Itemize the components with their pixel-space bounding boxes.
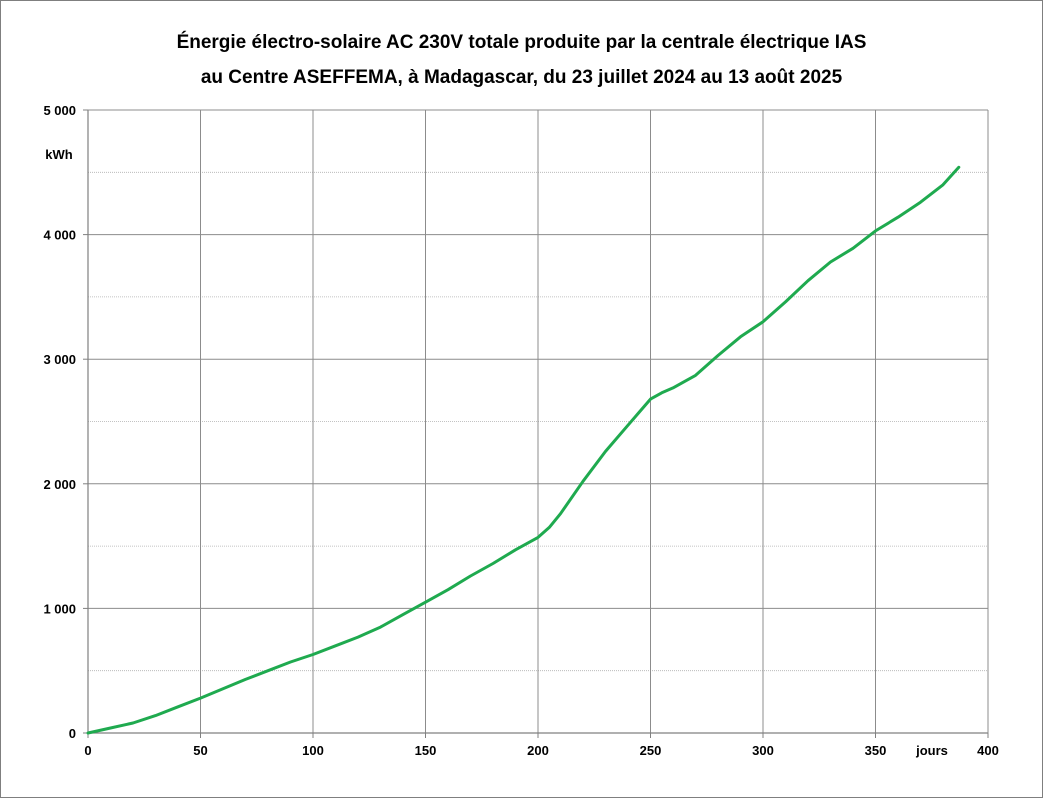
x-tick-label: 250 [640, 743, 662, 758]
x-tick-label: 50 [193, 743, 207, 758]
y-tick-label: 3 000 [43, 352, 76, 367]
x-tick-label: 100 [302, 743, 324, 758]
y-axis-unit-label: kWh [45, 147, 73, 162]
x-tick-label: 400 [977, 743, 999, 758]
tick-labels: 0 1 000 2 000 3 000 4 000 5 000 0 50 100 150 200 25… [43, 103, 998, 758]
y-tick-label: 0 [69, 726, 76, 741]
x-tick-label: 0 [84, 743, 91, 758]
chart-subtitle: au Centre ASEFFEMA, à Madagascar, du 23 … [200, 67, 843, 88]
x-tick-label: 350 [865, 743, 887, 758]
series-layer [86, 165, 961, 735]
series-line-0 [86, 165, 961, 735]
x-tick-label: 300 [752, 743, 774, 758]
y-tick-label: 4 000 [43, 228, 76, 243]
x-axis-unit-label: jours [915, 743, 948, 758]
x-tick-label: 150 [415, 743, 437, 758]
y-tick-label: 5 000 [43, 103, 76, 118]
y-tick-label: 1 000 [43, 601, 76, 616]
chart-title: Énergie électro-solaire AC 230V totale p… [176, 32, 867, 53]
y-tick-label: 2 000 [43, 477, 76, 492]
axes [83, 109, 989, 738]
x-tick-label: 200 [527, 743, 549, 758]
